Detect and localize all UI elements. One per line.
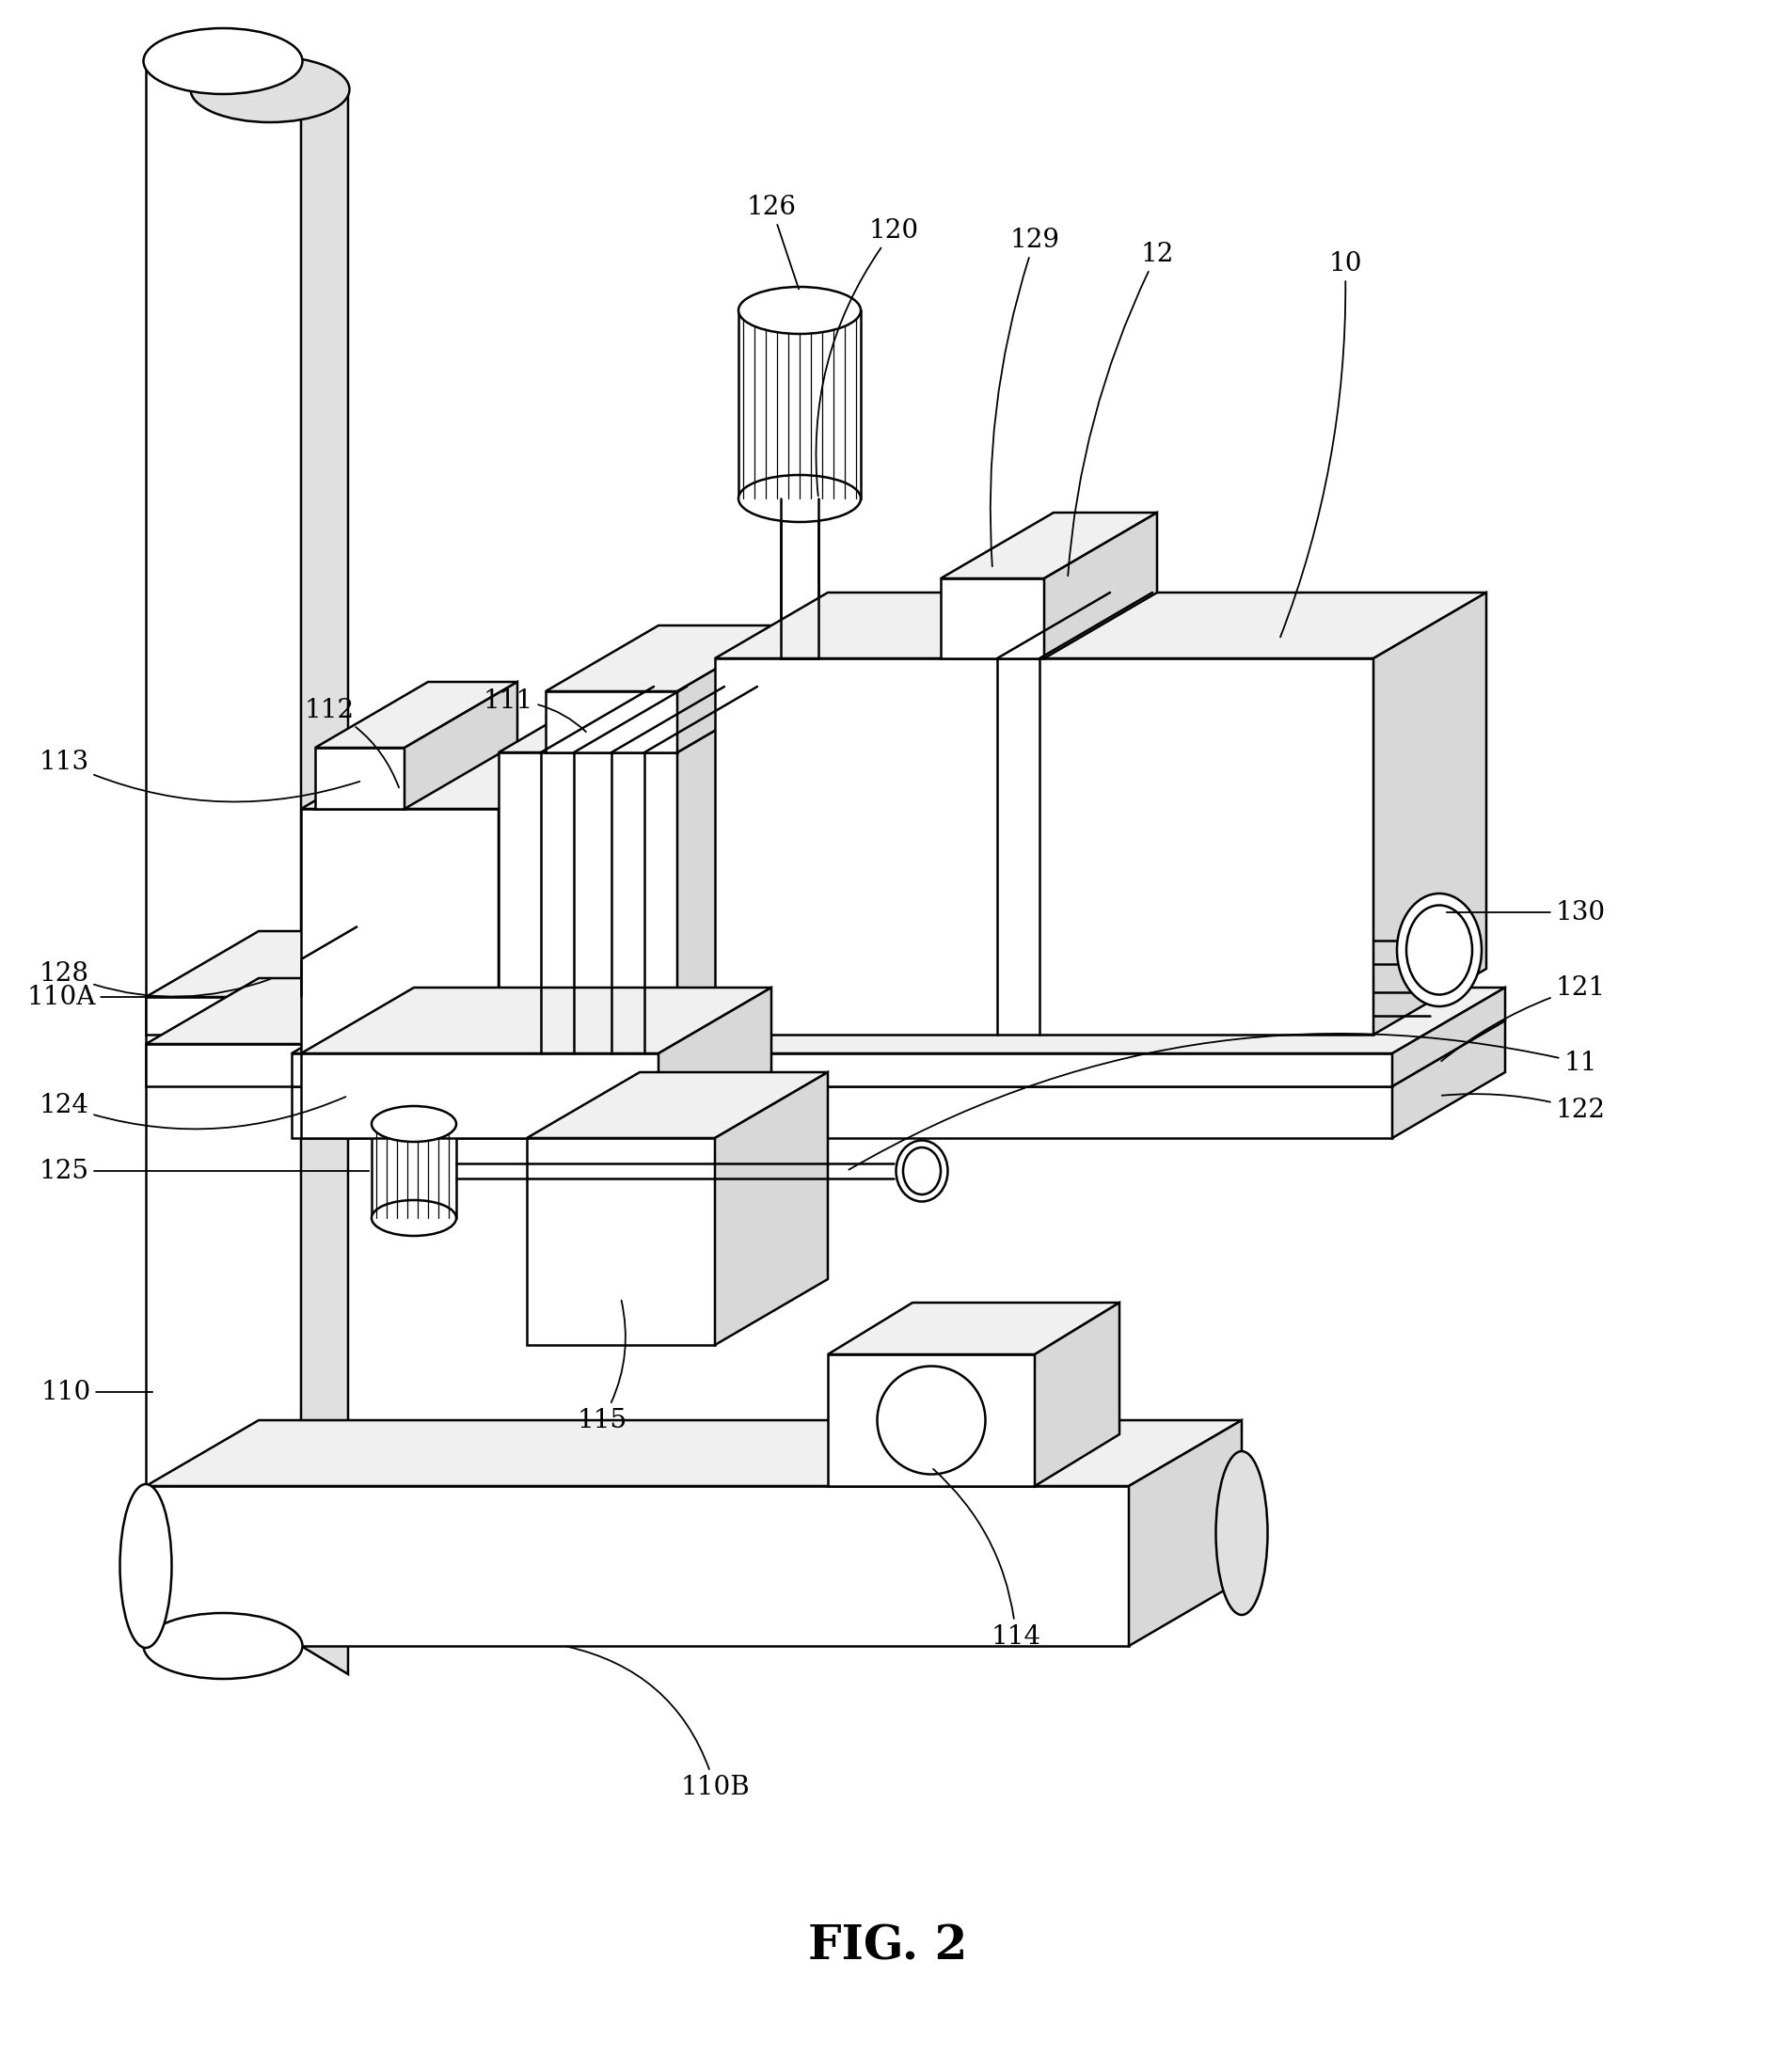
Ellipse shape [739, 474, 860, 522]
Text: 130: 130 [1446, 899, 1605, 924]
Text: 129: 129 [990, 228, 1059, 566]
Polygon shape [291, 988, 1505, 1053]
Polygon shape [1374, 593, 1486, 1034]
Polygon shape [146, 62, 300, 1645]
Polygon shape [659, 988, 771, 1138]
Polygon shape [1391, 1021, 1505, 1138]
Polygon shape [714, 659, 1374, 1034]
Polygon shape [940, 512, 1157, 578]
Text: 120: 120 [816, 218, 919, 495]
Ellipse shape [1397, 893, 1482, 1007]
Polygon shape [780, 499, 819, 659]
Polygon shape [300, 62, 348, 1674]
Polygon shape [146, 1419, 1242, 1486]
Polygon shape [546, 692, 677, 752]
Polygon shape [739, 311, 860, 499]
Polygon shape [300, 744, 611, 808]
Text: 115: 115 [578, 1301, 627, 1434]
Polygon shape [828, 1303, 1120, 1355]
Ellipse shape [190, 56, 350, 122]
Polygon shape [146, 930, 819, 997]
Text: 110: 110 [41, 1380, 153, 1405]
Polygon shape [546, 626, 791, 692]
Polygon shape [300, 988, 771, 1053]
Polygon shape [291, 1086, 1391, 1138]
Polygon shape [526, 1071, 828, 1138]
Polygon shape [526, 1138, 714, 1345]
Polygon shape [828, 1355, 1034, 1486]
Polygon shape [371, 1123, 457, 1218]
Text: 10: 10 [1279, 251, 1361, 636]
Text: 124: 124 [39, 1092, 347, 1129]
Polygon shape [499, 744, 611, 1053]
Text: 111: 111 [483, 688, 586, 731]
Polygon shape [499, 752, 677, 1053]
Ellipse shape [144, 29, 302, 93]
Text: 114: 114 [933, 1469, 1041, 1649]
Ellipse shape [119, 1484, 172, 1647]
Polygon shape [1034, 1303, 1120, 1486]
Polygon shape [499, 686, 791, 752]
Ellipse shape [144, 1612, 302, 1678]
Polygon shape [677, 686, 791, 1053]
Text: 126: 126 [746, 195, 800, 290]
Ellipse shape [878, 1365, 986, 1475]
Polygon shape [1045, 512, 1157, 659]
Polygon shape [714, 1071, 828, 1345]
Polygon shape [1391, 988, 1505, 1086]
Ellipse shape [1215, 1450, 1267, 1614]
Text: 112: 112 [304, 698, 398, 787]
Polygon shape [291, 1053, 1391, 1086]
Ellipse shape [739, 286, 860, 334]
Text: 128: 128 [39, 961, 270, 997]
Polygon shape [315, 748, 405, 808]
Polygon shape [146, 1486, 1128, 1645]
Text: 110A: 110A [27, 984, 153, 1009]
Polygon shape [300, 808, 499, 1053]
Text: FIG. 2: FIG. 2 [809, 1925, 968, 1970]
Polygon shape [940, 578, 1045, 659]
Text: 121: 121 [1441, 974, 1605, 1061]
Text: 11: 11 [849, 1034, 1598, 1171]
Polygon shape [291, 1021, 1505, 1086]
Polygon shape [300, 1053, 659, 1138]
Text: 113: 113 [39, 750, 359, 802]
Ellipse shape [371, 1200, 457, 1235]
Ellipse shape [371, 1106, 457, 1142]
Text: 122: 122 [1441, 1094, 1605, 1123]
Polygon shape [146, 978, 819, 1044]
Polygon shape [714, 593, 1486, 659]
Polygon shape [146, 997, 705, 1034]
Polygon shape [677, 626, 791, 752]
Ellipse shape [1406, 905, 1471, 995]
Polygon shape [146, 1044, 705, 1086]
Polygon shape [315, 682, 517, 748]
Ellipse shape [896, 1140, 947, 1202]
Text: 125: 125 [39, 1158, 370, 1183]
Ellipse shape [903, 1148, 940, 1193]
Text: 110B: 110B [567, 1647, 750, 1801]
Text: 12: 12 [1068, 240, 1175, 576]
Polygon shape [300, 926, 357, 959]
Polygon shape [405, 682, 517, 808]
Polygon shape [1128, 1419, 1242, 1645]
